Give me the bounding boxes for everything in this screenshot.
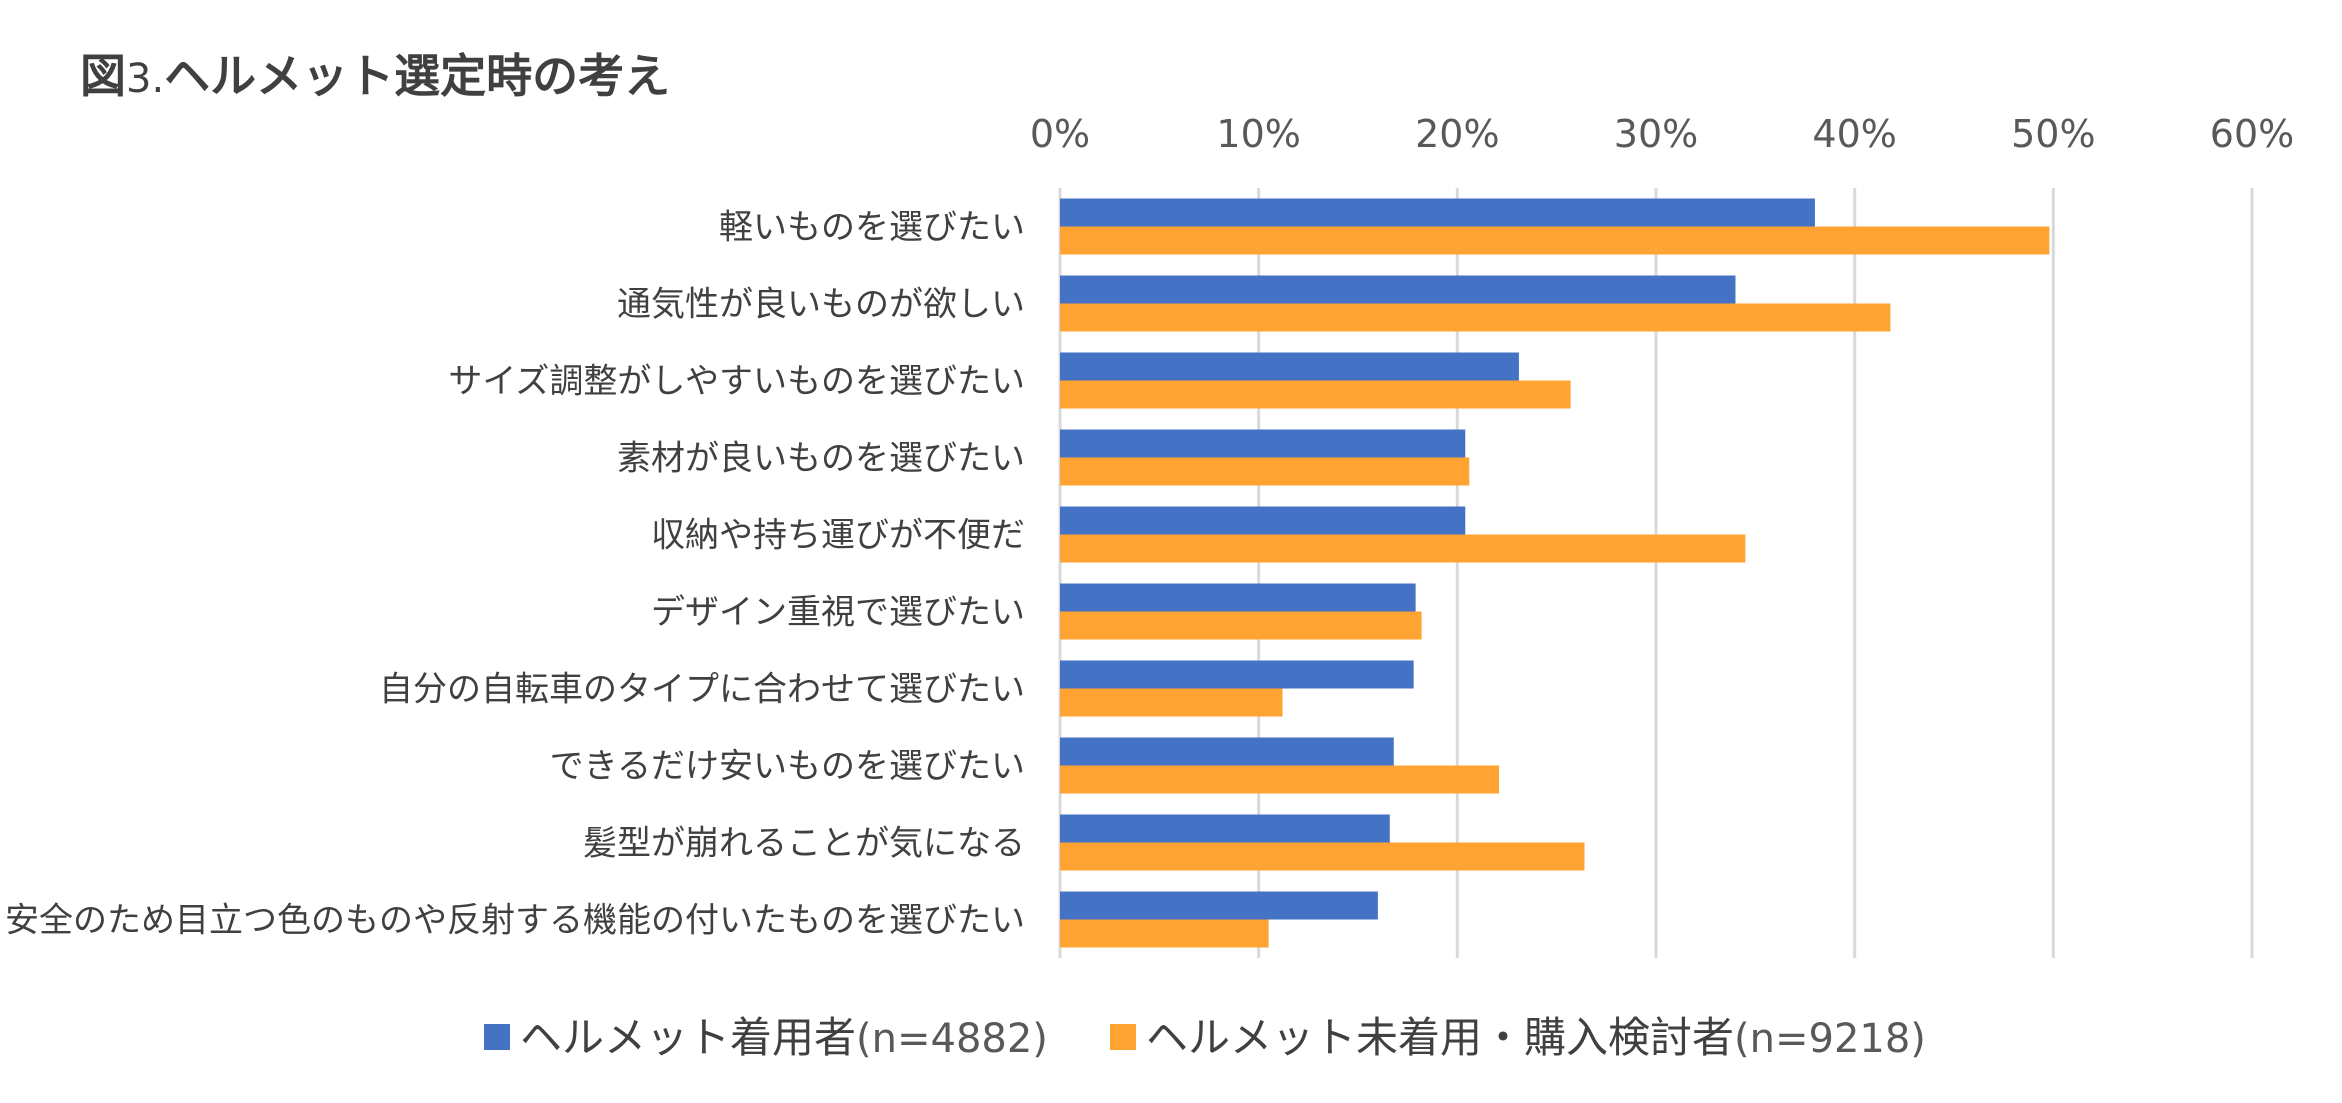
x-axis-tick-labels: 0% 10% 20% 30% 40% 50% 60%: [1030, 112, 2294, 156]
bar-series-2: [1060, 688, 1283, 717]
category-label: 収納や持ち運びが不便だ: [651, 516, 1025, 556]
bar-series-1: [1060, 506, 1466, 535]
bar-series-2: [1060, 226, 2050, 255]
legend: ヘルメット着用者(n=4882) ヘルメット未着用・購入検討者(n=9218): [484, 1013, 1926, 1062]
bar-series-1: [1060, 352, 1519, 381]
category-label: できるだけ安いものを選びたい: [550, 747, 1025, 787]
bar-series-2: [1060, 765, 1500, 794]
x-tick-label: 40%: [1812, 112, 1896, 156]
legend-series-name: ヘルメット未着用・購入検討者: [1146, 1013, 1734, 1062]
legend-entry: ヘルメット未着用・購入検討者(n=9218): [1146, 1013, 1926, 1062]
bar-series-2: [1060, 457, 1470, 486]
category-label: サイズ調整がしやすいものを選びたい: [448, 362, 1025, 402]
category-label: 安全のため目立つ色のものや反射する機能の付いたものを選びたい: [5, 901, 1025, 941]
bar-series-1: [1060, 660, 1414, 689]
legend-swatch: [1110, 1024, 1136, 1050]
category-label: 通気性が良いものが欲しい: [617, 285, 1025, 325]
x-tick-label: 60%: [2210, 112, 2294, 156]
bar-series-1: [1060, 429, 1466, 458]
bar-series-1: [1060, 891, 1378, 920]
bars: [1060, 198, 2050, 948]
x-tick-label: 30%: [1614, 112, 1698, 156]
bar-series-1: [1060, 737, 1394, 766]
bar-series-1: [1060, 814, 1390, 843]
legend-sample-size: (n=9218): [1734, 1016, 1926, 1062]
title-prefix: 図: [80, 49, 126, 103]
category-label: 軽いものを選びたい: [719, 208, 1025, 248]
bar-series-2: [1060, 303, 1891, 332]
legend-entry: ヘルメット着用者(n=4882): [520, 1013, 1048, 1062]
legend-sample-size: (n=4882): [856, 1016, 1048, 1062]
chart-title: 図3.ヘルメット選定時の考え: [80, 49, 670, 103]
category-label: 自分の自転車のタイプに合わせて選びたい: [379, 670, 1025, 710]
bar-series-2: [1060, 842, 1585, 871]
category-label: 髪型が崩れることが気になる: [583, 824, 1025, 864]
x-tick-label: 20%: [1415, 112, 1499, 156]
legend-swatch: [484, 1024, 510, 1050]
title-text: ヘルメット選定時の考え: [164, 49, 670, 103]
legend-series-name: ヘルメット着用者: [520, 1013, 856, 1062]
x-tick-label: 50%: [2011, 112, 2095, 156]
x-tick-label: 10%: [1216, 112, 1300, 156]
category-label: デザイン重視で選びたい: [651, 593, 1025, 633]
bar-series-2: [1060, 534, 1746, 563]
x-tick-label: 0%: [1030, 112, 1090, 156]
title-number: 3.: [126, 56, 164, 102]
bar-series-2: [1060, 380, 1571, 409]
category-labels: 軽いものを選びたい通気性が良いものが欲しいサイズ調整がしやすいものを選びたい素材…: [5, 208, 1025, 941]
bar-series-2: [1060, 611, 1422, 640]
bar-series-2: [1060, 919, 1269, 948]
bar-series-1: [1060, 198, 1815, 227]
bar-series-1: [1060, 275, 1736, 304]
category-label: 素材が良いものを選びたい: [617, 439, 1025, 479]
bar-series-1: [1060, 583, 1416, 612]
